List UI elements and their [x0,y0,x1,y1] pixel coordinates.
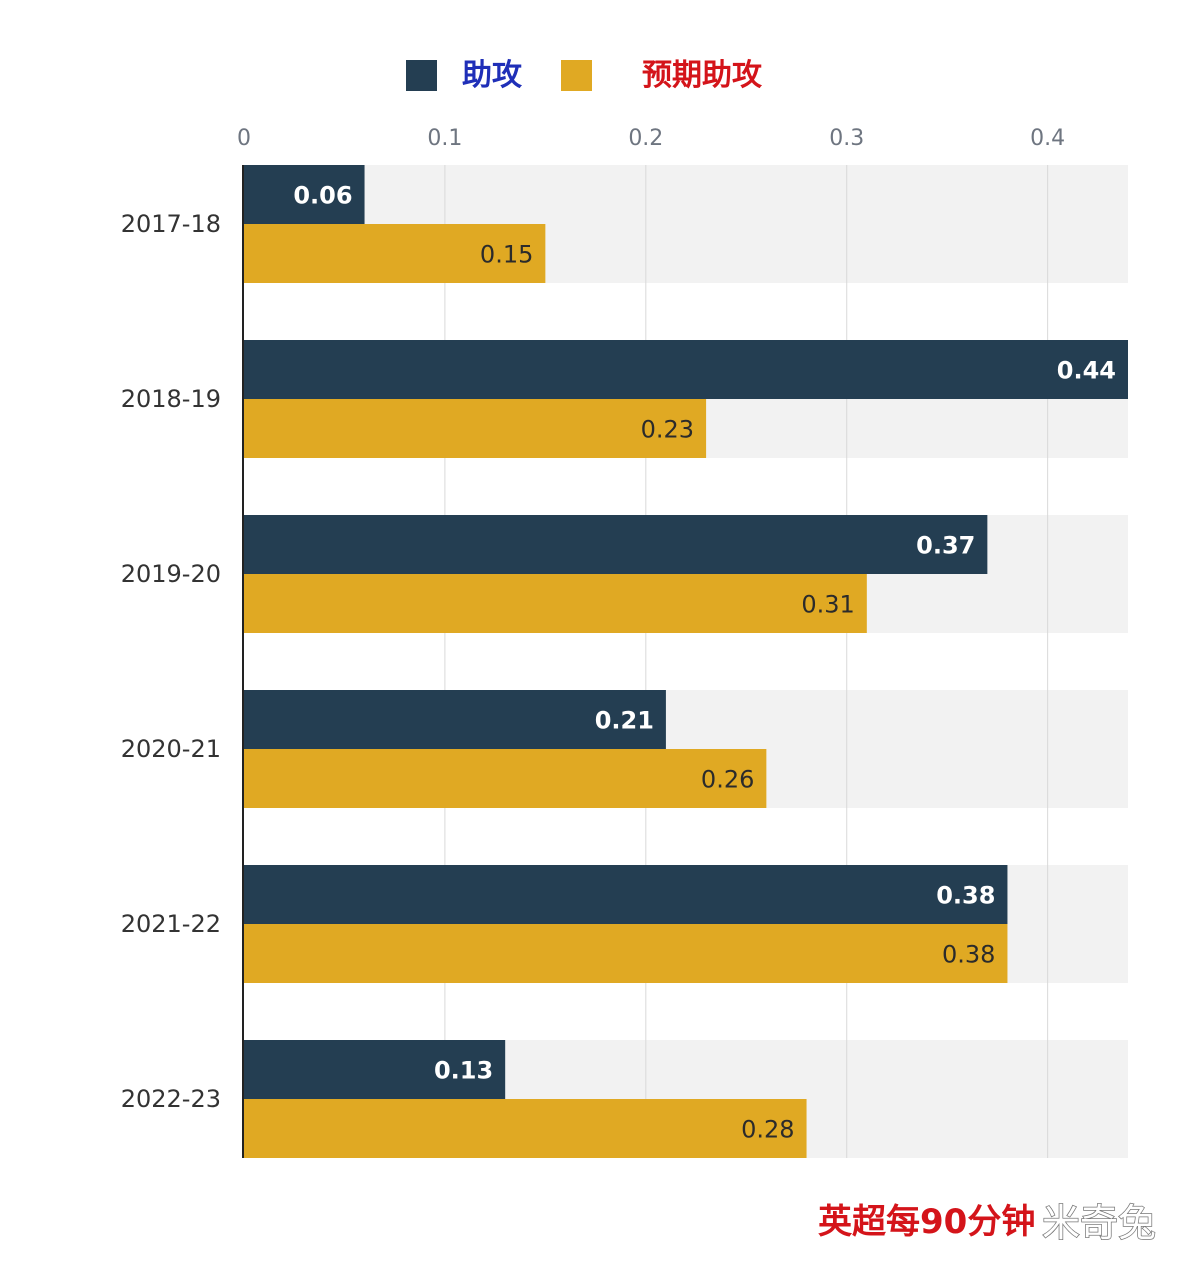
footnote: 英超每90分钟 [818,1202,1035,1242]
x-tick-label: 0.4 [1030,126,1065,151]
labels: 0.06 0.15 2017-18 0.44 0.23 2018-19 0.37 0.31 20… [121,182,1116,1144]
bar-assists [244,865,1008,924]
watermark: 米奇兔 [1042,1201,1156,1245]
data-label: 0.44 [1057,357,1116,385]
category-bands [244,165,1128,1158]
data-label: 0.38 [936,882,995,910]
bars [244,165,1128,1158]
bar-expected-assists [244,224,546,283]
bar-expected-assists [244,574,867,633]
legend-label-expected-assists: 预期助攻 [642,58,763,93]
data-label: 0.38 [942,941,995,969]
legend-swatch-expected-assists [561,60,592,91]
data-label: 0.15 [480,241,533,269]
bar-assists [244,515,988,574]
bar-expected-assists [244,399,707,458]
data-label: 0.13 [434,1057,493,1085]
legend: 助攻 预期助攻 [406,58,763,93]
data-label: 0.28 [741,1116,794,1144]
y-category-label: 2019-20 [121,560,221,588]
legend-swatch-assists [406,60,437,91]
data-label: 0.31 [801,591,854,619]
data-label: 0.23 [641,416,694,444]
y-category-label: 2018-19 [121,385,221,413]
bar-assists [244,340,1128,399]
data-label: 0.26 [701,766,754,794]
axes: 0 0.1 0.2 0.3 0.4 [237,126,1065,1158]
bar-expected-assists [244,749,767,808]
x-tick-label: 0 [237,126,251,151]
gridlines [444,165,1049,1158]
data-label: 0.37 [916,532,975,560]
x-tick-label: 0.1 [427,126,462,151]
y-category-label: 2017-18 [121,210,221,238]
data-label: 0.06 [293,182,352,210]
y-category-label: 2021-22 [121,910,221,938]
y-category-label: 2020-21 [121,735,221,763]
x-tick-label: 0.2 [628,126,663,151]
legend-label-assists: 助攻 [462,58,523,93]
data-label: 0.21 [595,707,654,735]
bar-expected-assists [244,1099,807,1158]
bar-assists [244,1040,506,1099]
bar-assists [244,165,365,224]
bar-assists [244,690,666,749]
x-tick-label: 0.3 [829,126,864,151]
bar-expected-assists [244,924,1008,983]
y-category-label: 2022-23 [121,1085,221,1113]
